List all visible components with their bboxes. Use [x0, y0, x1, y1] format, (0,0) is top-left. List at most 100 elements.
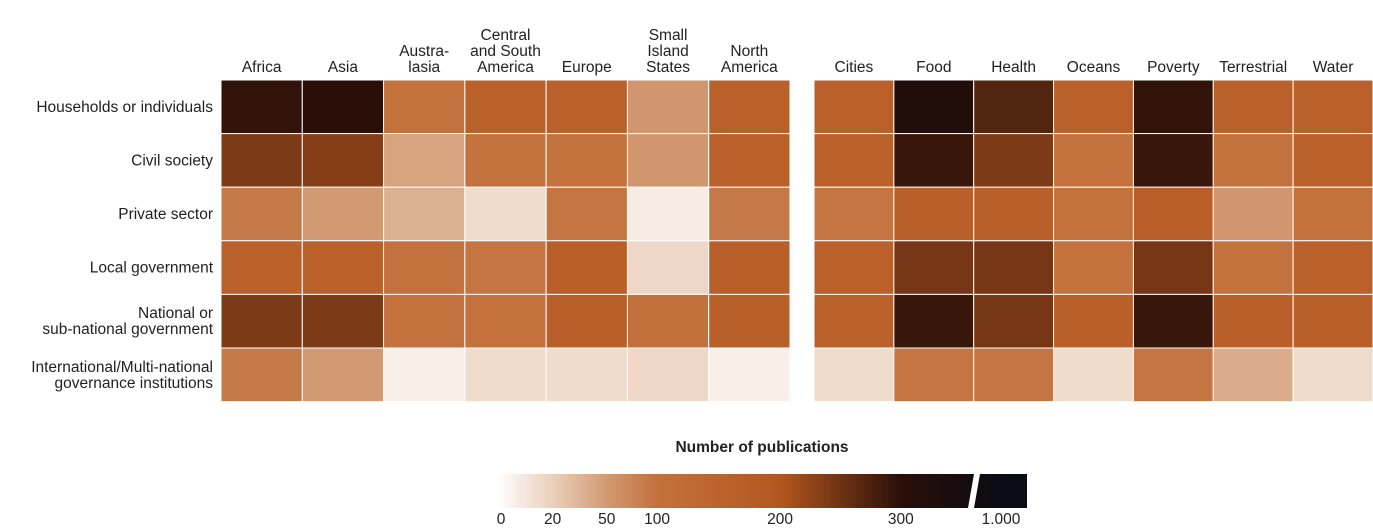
heatmap-cell [1292, 347, 1373, 403]
colorbar-tick-label: 300 [888, 511, 914, 527]
row-label: Households or individuals [36, 99, 213, 116]
heatmap-cell [301, 79, 385, 135]
heatmap-cell [708, 347, 791, 403]
colorbar-break [968, 474, 980, 508]
heatmap-cell [464, 240, 547, 295]
heatmap-cell [626, 186, 710, 242]
heatmap-cell [1132, 347, 1214, 403]
heatmap-cell [545, 133, 628, 188]
heatmap-cell [813, 133, 895, 188]
column-label: Europe [562, 59, 612, 76]
heatmap-cell [464, 133, 547, 188]
column-label: Water [1313, 59, 1354, 76]
heatmap-cell [1053, 347, 1134, 403]
heatmap-cell [383, 347, 466, 403]
row-label: National or sub-national government [42, 305, 213, 338]
heatmap-cell [626, 293, 710, 349]
heatmap-cell [1053, 186, 1134, 242]
heatmap-cell [383, 133, 466, 188]
heatmap-cell [220, 186, 303, 242]
heatmap-cell [1053, 293, 1134, 349]
heatmap-cell [708, 133, 791, 188]
column-label: Health [991, 59, 1036, 76]
heatmap-cell [301, 293, 385, 349]
colorbar-tick-label: 1.000 [982, 511, 1021, 527]
heatmap-cell [708, 79, 791, 135]
heatmap-cell [545, 347, 628, 403]
heatmap-cell [973, 347, 1055, 403]
heatmap-cell [301, 133, 385, 188]
heatmap-cell [301, 240, 385, 295]
colorbar-tick-label: 100 [644, 511, 670, 527]
heatmap-cell [893, 186, 975, 242]
heatmap-cell [973, 240, 1055, 295]
heatmap-cell [1292, 79, 1373, 135]
heatmap-cell [1212, 347, 1294, 403]
heatmap-cell [973, 186, 1055, 242]
heatmap-cell [545, 186, 628, 242]
row-label: Local government [90, 260, 214, 277]
heatmap-cell [1292, 133, 1373, 188]
heatmap-cell [220, 133, 303, 188]
heatmap-cell [973, 79, 1055, 135]
heatmap-cell [813, 79, 895, 135]
heatmap-cell [708, 293, 791, 349]
heatmap-cell [220, 293, 303, 349]
heatmap-cell [545, 240, 628, 295]
heatmap-cell [1053, 133, 1134, 188]
heatmap-cell [1292, 186, 1373, 242]
column-label: Food [916, 59, 951, 76]
heatmap-cell [464, 186, 547, 242]
column-label: Small Island States [646, 27, 690, 76]
heatmap-cell [545, 293, 628, 349]
column-label: Asia [328, 59, 359, 76]
heatmap-cell [1132, 240, 1214, 295]
heatmap-cell [383, 186, 466, 242]
heatmap-cell [464, 79, 547, 135]
colorbar-tick-label: 50 [598, 511, 616, 527]
colorbar-tick-label: 200 [767, 511, 793, 527]
heatmap-cell [220, 240, 303, 295]
heatmap-cell [383, 79, 466, 135]
row-label: Civil society [131, 152, 213, 169]
heatmap-cell [893, 133, 975, 188]
heatmap-cell [383, 240, 466, 295]
heatmap-cell [1292, 240, 1373, 295]
heatmap-cell [464, 347, 547, 403]
colorbar-tick-label: 20 [544, 511, 562, 527]
heatmap-cell [1053, 240, 1134, 295]
row-label: International/Multi-national governance i… [31, 359, 213, 392]
heatmap-cell [545, 79, 628, 135]
column-label: Central and South America [470, 27, 541, 76]
heatmap-cell [626, 240, 710, 295]
heatmap-cell [626, 133, 710, 188]
heatmap-cell [1212, 79, 1294, 135]
heatmap-cell [1212, 240, 1294, 295]
column-label: Terrestrial [1219, 59, 1287, 76]
heatmap-cell [301, 186, 385, 242]
column-label: Africa [242, 59, 282, 76]
column-label: Oceans [1067, 59, 1121, 76]
heatmap-cell [383, 293, 466, 349]
heatmap-cell [708, 186, 791, 242]
heatmap-cell [893, 293, 975, 349]
heatmap-cell [973, 133, 1055, 188]
heatmap-cell [1132, 79, 1214, 135]
heatmap-cell [1053, 79, 1134, 135]
heatmap-cell [220, 347, 303, 403]
heatmap-cell [893, 347, 975, 403]
heatmap-cell [1132, 186, 1214, 242]
heatmap-cell [1212, 293, 1294, 349]
heatmap-cell [626, 347, 710, 403]
heatmap-cell [1292, 293, 1373, 349]
heatmap-cell [464, 293, 547, 349]
heatmap-cell [813, 347, 895, 403]
row-label: Private sector [118, 206, 213, 223]
heatmap-cell [813, 293, 895, 349]
heatmap-cell [813, 240, 895, 295]
heatmap-cell [1212, 186, 1294, 242]
heatmap-cell [893, 240, 975, 295]
column-label: Poverty [1147, 59, 1200, 76]
heatmap-cell [1132, 133, 1214, 188]
heatmap-cell [1132, 293, 1214, 349]
